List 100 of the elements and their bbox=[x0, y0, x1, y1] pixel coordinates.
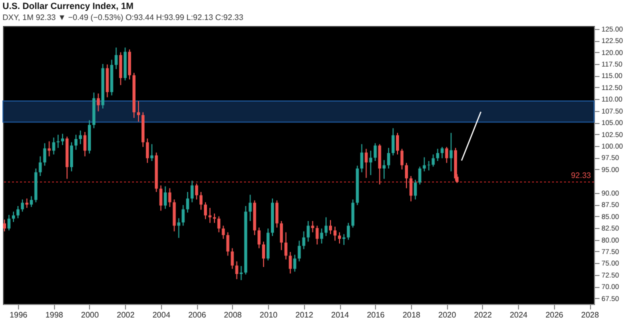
candlestick bbox=[258, 227, 261, 249]
candlestick bbox=[374, 142, 377, 162]
candlestick bbox=[208, 207, 212, 224]
x-tick-label: 2020 bbox=[438, 310, 457, 320]
candlestick bbox=[217, 216, 220, 233]
candlestick bbox=[230, 248, 234, 270]
candlestick bbox=[78, 130, 82, 145]
candlestick bbox=[392, 128, 395, 156]
candlestick bbox=[275, 200, 278, 228]
candlestick bbox=[306, 220, 310, 242]
candlestick bbox=[7, 214, 10, 231]
candlestick bbox=[128, 48, 132, 80]
candlestick bbox=[400, 148, 404, 170]
candlestick bbox=[422, 156, 426, 172]
chart-title: U.S. Dollar Currency Index, 1M bbox=[2, 0, 134, 11]
candlestick bbox=[338, 232, 342, 244]
candlestick bbox=[106, 64, 109, 98]
candlestick bbox=[288, 251, 292, 274]
candlestick bbox=[190, 180, 194, 203]
candlestick bbox=[146, 138, 149, 164]
candlestick bbox=[38, 156, 42, 177]
x-tick-label: 2000 bbox=[81, 310, 100, 320]
candlestick bbox=[440, 146, 444, 159]
candlestick bbox=[222, 225, 225, 240]
candlestick bbox=[302, 230, 306, 250]
candlestick bbox=[418, 166, 422, 185]
candlestick bbox=[316, 225, 319, 245]
candlestick bbox=[248, 194, 252, 222]
candlestick bbox=[293, 254, 296, 272]
candlestick bbox=[61, 133, 64, 146]
candlestick bbox=[96, 93, 100, 112]
candlestick bbox=[200, 191, 203, 210]
candlestick bbox=[409, 176, 412, 202]
candlestick bbox=[351, 198, 354, 228]
candlestick bbox=[346, 222, 350, 240]
candlestick bbox=[324, 216, 328, 237]
candlestick bbox=[240, 266, 243, 281]
candlestick bbox=[25, 198, 28, 208]
candlestick bbox=[20, 198, 24, 212]
candlestick bbox=[445, 146, 448, 164]
candlestick bbox=[450, 132, 453, 172]
candlestick bbox=[298, 240, 301, 262]
x-tick-label: 2012 bbox=[295, 310, 314, 320]
candlestick bbox=[83, 131, 86, 157]
x-tick-label: 2022 bbox=[474, 310, 492, 320]
x-tick-label: 1998 bbox=[45, 310, 64, 320]
candlestick bbox=[369, 150, 372, 176]
candlestick bbox=[360, 144, 364, 173]
ref-line-label: 92.33 bbox=[570, 170, 592, 180]
candlestick bbox=[436, 148, 440, 162]
x-tick-label: 2004 bbox=[152, 310, 171, 320]
candlestick bbox=[177, 218, 180, 238]
candlestick bbox=[168, 188, 172, 208]
candlestick bbox=[74, 134, 78, 150]
candlestick bbox=[159, 184, 162, 212]
candlestick bbox=[235, 260, 238, 280]
x-tick-label: 2008 bbox=[224, 310, 242, 320]
candlestick bbox=[396, 132, 400, 155]
candlestick bbox=[320, 228, 324, 244]
x-tick-label: 2014 bbox=[331, 310, 350, 320]
x-tick-label: 2026 bbox=[545, 310, 564, 320]
candlestick bbox=[186, 191, 190, 214]
candlestick bbox=[182, 204, 185, 226]
candlestick bbox=[119, 52, 122, 86]
candlestick bbox=[43, 142, 46, 166]
candlestick bbox=[414, 179, 417, 200]
candlestick bbox=[284, 232, 288, 260]
x-tick-label: 1996 bbox=[10, 310, 28, 320]
chart-subtitle: DXY, 1M 92.33 ▼ −0.49 (−0.53%) O:93.44 H:93.99 L:92.13 C:92.33 bbox=[2, 12, 244, 22]
candlestick bbox=[280, 220, 283, 251]
candlestick bbox=[432, 154, 435, 168]
candlestick bbox=[3, 219, 6, 232]
x-tick-label: 2006 bbox=[188, 310, 207, 320]
candlestick bbox=[16, 206, 20, 219]
candlestick bbox=[172, 198, 176, 232]
x-tick-label: 2016 bbox=[366, 310, 386, 320]
candlestick bbox=[195, 183, 198, 200]
candlestick bbox=[404, 162, 408, 189]
candlestick bbox=[204, 202, 207, 220]
x-tick-label: 2002 bbox=[116, 310, 136, 320]
candlestick bbox=[382, 160, 386, 180]
candlestick bbox=[311, 220, 314, 233]
candlestick bbox=[334, 226, 337, 242]
x-tick-label: 2028 bbox=[581, 310, 600, 320]
x-tick-label: 2018 bbox=[402, 310, 421, 320]
candlestick bbox=[226, 232, 230, 256]
candlestick bbox=[52, 137, 56, 155]
x-tick-label: 2024 bbox=[510, 310, 528, 320]
candlestick bbox=[364, 148, 368, 178]
candlestick bbox=[342, 234, 346, 246]
x-tick-label: 2010 bbox=[260, 310, 278, 320]
candlestick bbox=[12, 211, 15, 222]
candlestick bbox=[378, 144, 382, 185]
candlestick bbox=[114, 47, 118, 70]
candlestick bbox=[70, 142, 74, 172]
candlestick bbox=[262, 241, 266, 268]
candlestick bbox=[30, 196, 33, 208]
candlestick bbox=[329, 220, 332, 235]
candlestick bbox=[56, 134, 60, 148]
candlestick bbox=[164, 186, 167, 210]
